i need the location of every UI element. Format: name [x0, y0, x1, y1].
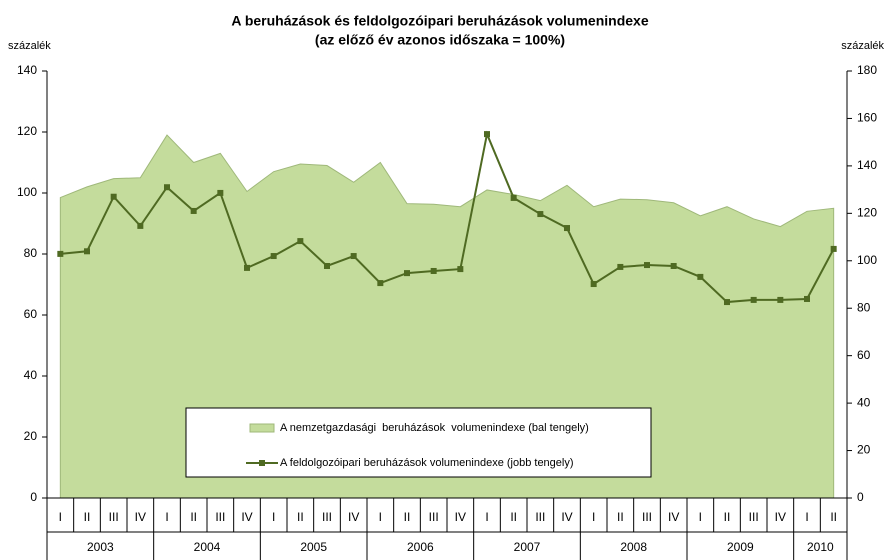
x-tick-label: I [805, 510, 808, 524]
marker [270, 253, 277, 260]
x-tick-label: I [59, 510, 62, 524]
x-year-label: 2004 [194, 540, 221, 554]
x-year-label: 2008 [620, 540, 647, 554]
x-tick-label: III [535, 510, 545, 524]
x-year-label: 2009 [727, 540, 754, 554]
x-tick-label: IV [455, 510, 466, 524]
marker [537, 211, 544, 218]
marker [644, 262, 650, 269]
x-tick-label: I [485, 510, 488, 524]
x-year-label: 2003 [87, 540, 114, 554]
x-tick-label: II [830, 510, 837, 524]
legend-marker [259, 460, 265, 466]
y2-tick-label: 180 [857, 63, 877, 77]
y-tick-label: 0 [30, 490, 37, 504]
x-tick-label: IV [348, 510, 359, 524]
y2-tick-label: 0 [857, 490, 864, 504]
x-tick-label: III [322, 510, 332, 524]
x-tick-label: IV [561, 510, 572, 524]
marker [324, 262, 330, 269]
marker [110, 193, 117, 200]
marker [617, 263, 624, 270]
x-tick-label: I [165, 510, 168, 524]
legend-label: A feldolgozóipari beruházások volumenind… [280, 457, 574, 469]
x-tick-label: II [724, 510, 731, 524]
marker [84, 248, 90, 255]
y-axis-label: százalék [8, 40, 51, 52]
y2-tick-label: 80 [857, 300, 871, 314]
y2-tick-label: 40 [857, 395, 871, 409]
legend-label: A nemzetgazdasági beruházások volumenind… [280, 422, 589, 434]
x-tick-label: I [592, 510, 595, 524]
y2-tick-label: 100 [857, 253, 877, 267]
marker [750, 296, 757, 303]
y2-axis-label: százalék [841, 40, 884, 52]
marker [484, 131, 490, 138]
x-year-label: 2010 [807, 540, 834, 554]
x-tick-label: IV [668, 510, 679, 524]
x-tick-label: IV [241, 510, 252, 524]
marker [297, 238, 304, 245]
marker [457, 266, 464, 273]
marker [244, 264, 250, 271]
x-tick-label: II [617, 510, 624, 524]
x-tick-label: III [109, 510, 119, 524]
x-tick-label: IV [775, 510, 786, 524]
line [60, 130, 835, 304]
marker [804, 295, 810, 302]
marker [670, 262, 677, 269]
x-tick-label: III [642, 510, 652, 524]
x-tick-label: IV [135, 510, 146, 524]
y2-tick-label: 20 [857, 443, 871, 457]
y2-tick-label: 140 [857, 158, 877, 172]
marker [724, 299, 730, 306]
x-tick-label: I [272, 510, 275, 524]
y2-tick-label: 120 [857, 206, 877, 220]
x-year-label: 2005 [300, 540, 327, 554]
x-tick-label: II [510, 510, 517, 524]
chart-subtitle: (az előző év azonos időszaka = 100%) [315, 32, 565, 48]
x-tick-label: II [404, 510, 411, 524]
marker [590, 281, 597, 288]
y2-tick-label: 60 [857, 348, 871, 362]
marker [430, 267, 437, 274]
area [59, 134, 835, 499]
y-tick-label: 60 [24, 307, 38, 321]
marker [404, 270, 410, 277]
x-tick-label: III [215, 510, 225, 524]
marker [190, 207, 197, 214]
y-tick-label: 80 [24, 246, 38, 260]
legend-swatch [249, 423, 275, 433]
y2-tick-label: 160 [857, 111, 877, 125]
x-tick-label: I [379, 510, 382, 524]
marker [164, 184, 170, 191]
x-tick-label: III [749, 510, 759, 524]
marker [137, 222, 144, 229]
x-tick-label: III [429, 510, 439, 524]
marker [830, 245, 837, 252]
marker [697, 273, 704, 280]
marker [564, 225, 570, 232]
x-year-label: 2006 [407, 540, 434, 554]
y-tick-label: 20 [24, 429, 38, 443]
y-tick-label: 100 [17, 185, 37, 199]
marker [217, 189, 224, 196]
x-tick-label: II [297, 510, 304, 524]
chart-title: A beruházások és feldolgozóipari beruház… [231, 13, 648, 29]
marker [377, 280, 384, 287]
marker [57, 250, 64, 257]
x-tick-label: I [699, 510, 702, 524]
marker [350, 253, 357, 260]
x-tick-label: II [190, 510, 197, 524]
marker [777, 296, 784, 303]
x-year-label: 2007 [514, 540, 541, 554]
y-tick-label: 120 [17, 124, 37, 138]
y-tick-label: 40 [24, 368, 38, 382]
marker [510, 194, 517, 201]
y-tick-label: 140 [17, 63, 37, 77]
x-tick-label: II [84, 510, 91, 524]
